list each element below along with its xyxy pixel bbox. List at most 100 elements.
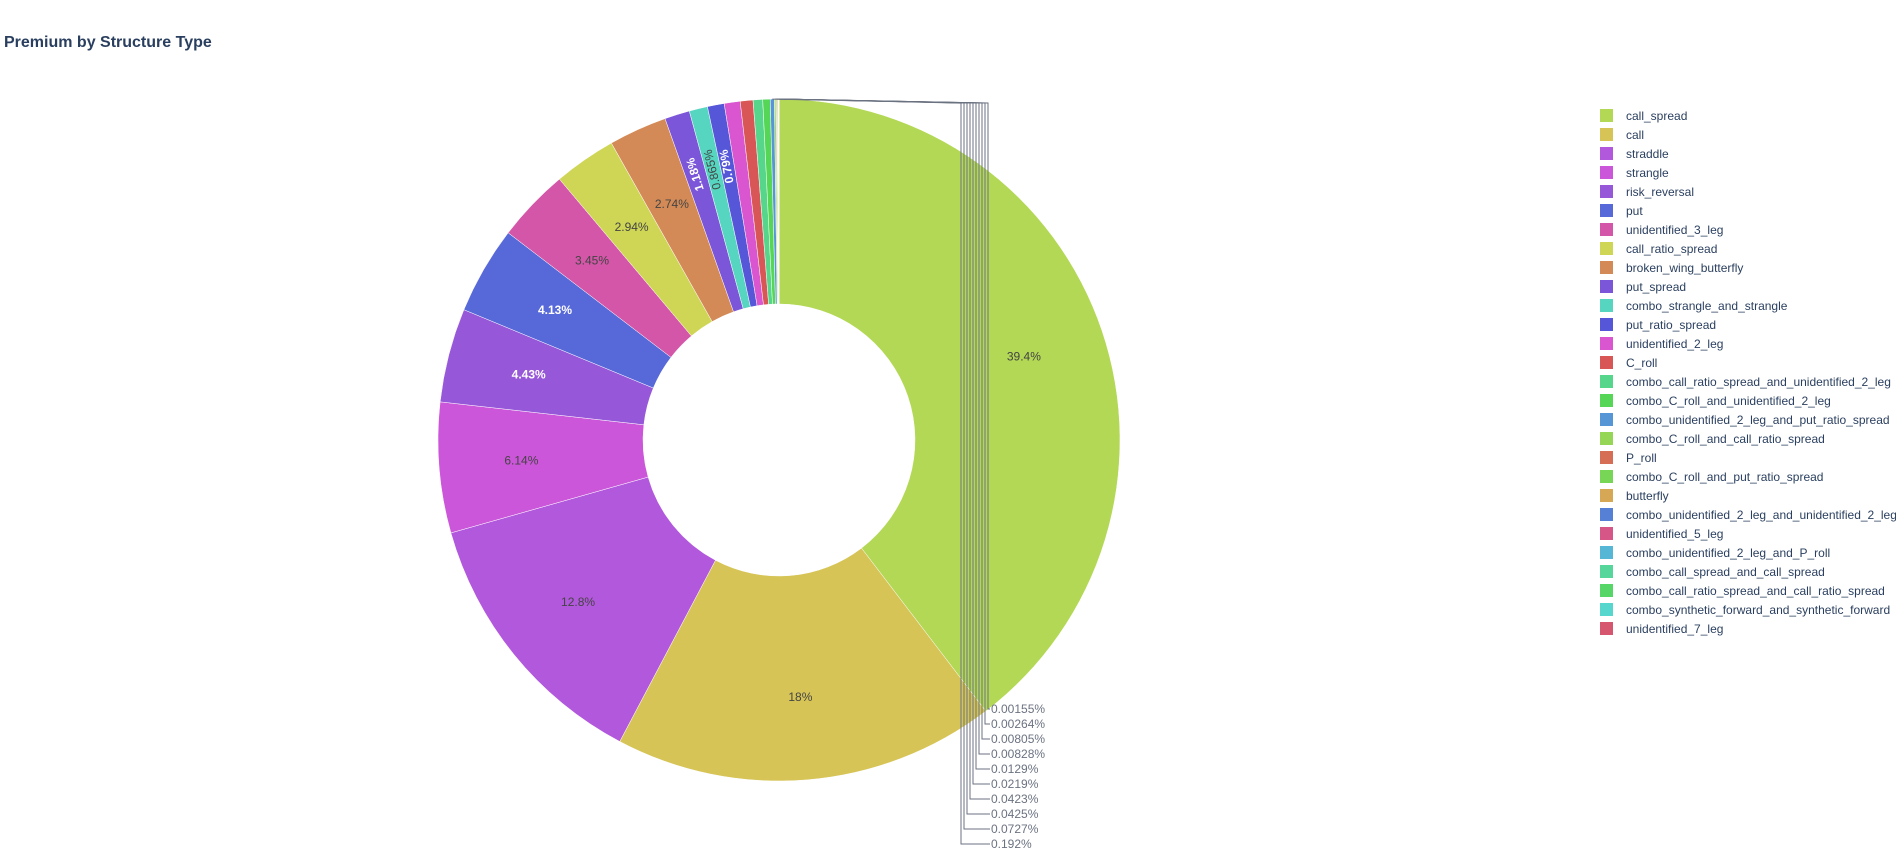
legend-swatch [1600,375,1613,388]
legend-item-c-roll[interactable]: C_roll [1600,353,1896,372]
legend-label: combo_call_spread_and_call_spread [1626,564,1825,579]
legend-label: strangle [1626,165,1669,180]
legend-item-unidentified-7-leg[interactable]: unidentified_7_leg [1600,619,1896,638]
legend-swatch [1600,584,1613,597]
legend-item-put-spread[interactable]: put_spread [1600,277,1896,296]
legend-label: put_spread [1626,279,1687,294]
legend-label: combo_unidentified_2_leg_and_put_ratio_s… [1626,412,1890,427]
pie-slices [437,98,1121,782]
legend-swatch [1600,185,1613,198]
legend-label: C_roll [1626,355,1658,370]
legend-item-call[interactable]: call [1600,125,1896,144]
legend-label: straddle [1626,146,1669,161]
legend-item-combo-c-roll-and-unidentified-2-leg[interactable]: combo_C_roll_and_unidentified_2_leg [1600,391,1896,410]
legend-item-butterfly[interactable]: butterfly [1600,486,1896,505]
label-strangle: 6.14% [504,453,538,467]
legend-swatch [1600,337,1613,350]
legend-item-combo-c-roll-and-put-ratio-spread[interactable]: combo_C_roll_and_put_ratio_spread [1600,467,1896,486]
legend-swatch [1600,565,1613,578]
legend-item-unidentified-2-leg[interactable]: unidentified_2_leg [1600,334,1896,353]
legend-item-combo-unidentified-2-leg-and-p-roll[interactable]: combo_unidentified_2_leg_and_P_roll [1600,543,1896,562]
legend-item-combo-strangle-and-strangle[interactable]: combo_strangle_and_strangle [1600,296,1896,315]
legend-label: combo_C_roll_and_call_ratio_spread [1626,431,1825,446]
legend-label: combo_strangle_and_strangle [1626,298,1788,313]
legend-swatch [1600,261,1613,274]
slice-call-spread[interactable] [778,98,1121,712]
legend-swatch [1600,147,1613,160]
legend-swatch [1600,128,1613,141]
legend-item-p-roll[interactable]: P_roll [1600,448,1896,467]
legend-item-combo-c-roll-and-call-ratio-spread[interactable]: combo_C_roll_and_call_ratio_spread [1600,429,1896,448]
legend-swatch [1600,546,1613,559]
legend-item-call-spread[interactable]: call_spread [1600,106,1896,125]
label-put: 4.13% [538,303,572,317]
slice-call[interactable] [619,547,987,782]
label-combo-call-ratio-spread-and-call-ratio-spread: 0.00155% [991,702,1045,716]
label-combo-c-roll-and-put-ratio-spread: 0.0423% [991,792,1039,806]
legend-item-put[interactable]: put [1600,201,1896,220]
label-put-ratio-spread: 0.79% [716,148,736,184]
label-call-spread: 39.4% [1007,349,1041,363]
label-call-ratio-spread: 2.94% [615,220,649,234]
label-unidentified-3-leg: 3.45% [575,254,609,268]
legend-item-combo-unidentified-2-leg-and-put-ratio-spread[interactable]: combo_unidentified_2_leg_and_put_ratio_s… [1600,410,1896,429]
legend-label: call_spread [1626,108,1688,123]
legend-swatch [1600,527,1613,540]
label-unidentified-5-leg: 0.00828% [991,747,1045,761]
legend-label: put [1626,203,1643,218]
legend-swatch [1600,166,1613,179]
legend-item-unidentified-5-leg[interactable]: unidentified_5_leg [1600,524,1896,543]
legend-label: combo_unidentified_2_leg_and_unidentifie… [1626,507,1896,522]
legend-item-broken-wing-butterfly[interactable]: broken_wing_butterfly [1600,258,1896,277]
legend-label: call_ratio_spread [1626,241,1718,256]
legend-label: combo_call_ratio_spread_and_call_ratio_s… [1626,583,1885,598]
label-butterfly: 0.0219% [991,777,1039,791]
donut-chart: 39.4% 18% 12.8% 6.14% 4.43% 4.13% 3.45% 2.94% 2.… [437,98,1121,851]
legend-label: unidentified_7_leg [1626,621,1724,636]
legend-label: risk_reversal [1626,184,1695,199]
legend-swatch [1600,280,1613,293]
legend-swatch [1600,223,1613,236]
legend-item-combo-call-ratio-spread-and-unidentified-2-leg[interactable]: combo_call_ratio_spread_and_unidentified… [1600,372,1896,391]
legend-label: combo_synthetic_forward_and_synthetic_fo… [1626,602,1891,617]
legend-item-call-ratio-spread[interactable]: call_ratio_spread [1600,239,1896,258]
legend-swatch [1600,204,1613,217]
label-combo-unidentified-2-leg-and-unidentified-2-leg: 0.0129% [991,762,1039,776]
legend-swatch [1600,432,1613,445]
legend-swatch [1600,451,1613,464]
legend-item-combo-call-spread-and-call-spread[interactable]: combo_call_spread_and_call_spread [1600,562,1896,581]
label-straddle: 12.8% [561,595,595,609]
legend-label: put_ratio_spread [1626,317,1717,332]
legend-item-combo-unidentified-2-leg-and-unidentified-2-leg[interactable]: combo_unidentified_2_leg_and_unidentifie… [1600,505,1896,524]
legend-label: unidentified_2_leg [1626,336,1724,351]
legend-swatch [1600,394,1613,407]
slice-straddle[interactable] [450,476,716,742]
label-combo-call-spread-and-call-spread: 0.00264% [991,717,1045,731]
label-risk-reversal: 4.43% [512,368,546,382]
legend-label: combo_unidentified_2_leg_and_P_roll [1626,545,1831,560]
legend-label: P_roll [1626,450,1657,465]
chart-title: Premium by Structure Type [4,34,212,51]
legend-item-put-ratio-spread[interactable]: put_ratio_spread [1600,315,1896,334]
legend-item-combo-synthetic-forward-and-synthetic-forward[interactable]: combo_synthetic_forward_and_synthetic_fo… [1600,600,1896,619]
legend-item-straddle[interactable]: straddle [1600,144,1896,163]
legend-item-unidentified-3-leg[interactable]: unidentified_3_leg [1600,220,1896,239]
legend-label: unidentified_3_leg [1626,222,1724,237]
label-combo-unidentified-2-leg-and-put-ratio-spread: 0.192% [991,837,1032,851]
legend-label: broken_wing_butterfly [1626,260,1744,275]
legend-label: unidentified_5_leg [1626,526,1724,541]
legend-item-risk-reversal[interactable]: risk_reversal [1600,182,1896,201]
legend-swatch [1600,489,1613,502]
legend-swatch [1600,622,1613,635]
legend-label: combo_C_roll_and_put_ratio_spread [1626,469,1824,484]
label-call: 18% [788,690,812,704]
legend-swatch [1600,603,1613,616]
legend-swatch [1600,508,1613,521]
legend-swatch [1600,299,1613,312]
legend-item-strangle[interactable]: strangle [1600,163,1896,182]
label-p-roll: 0.0425% [991,807,1039,821]
label-combo-unidentified-2-leg-and-p-roll: 0.00805% [991,732,1045,746]
legend-label: butterfly [1626,488,1669,503]
legend-item-combo-call-ratio-spread-and-call-ratio-spread[interactable]: combo_call_ratio_spread_and_call_ratio_s… [1600,581,1896,600]
